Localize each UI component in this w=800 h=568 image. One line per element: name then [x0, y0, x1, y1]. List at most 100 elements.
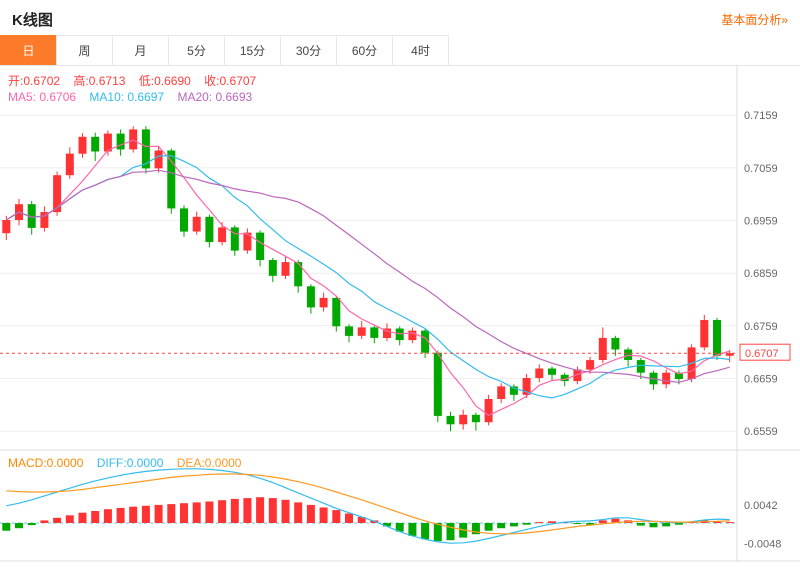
candle-body	[78, 136, 87, 154]
candle-body	[205, 216, 214, 243]
candle-body	[103, 133, 112, 152]
macd-bar	[674, 523, 683, 525]
tab-30min[interactable]: 30分	[280, 35, 337, 65]
candle-body	[725, 353, 734, 356]
macd-bar	[433, 523, 442, 542]
macd-bar	[180, 503, 188, 523]
candle-body	[306, 286, 315, 308]
macd-bar	[383, 523, 391, 527]
candle-body	[484, 399, 493, 423]
macd-bar	[408, 523, 417, 536]
macd-bar	[256, 497, 265, 523]
macd-bar	[522, 523, 531, 525]
candle-body	[167, 150, 176, 209]
candle-body	[522, 378, 531, 395]
fundamental-analysis-link[interactable]: 基本面分析»	[721, 13, 788, 27]
candle-body	[370, 327, 379, 338]
macd-bar	[129, 506, 138, 523]
candle-body	[611, 337, 620, 350]
candle-body	[2, 220, 11, 234]
diff-line	[6, 468, 730, 544]
tab-5min[interactable]: 5分	[168, 35, 225, 65]
macd-bar	[471, 523, 480, 535]
macd-bar	[40, 520, 49, 523]
candle-body	[268, 260, 277, 276]
candle-body	[357, 327, 366, 336]
candle-body	[497, 386, 506, 399]
price-tag	[739, 343, 791, 361]
ma-legend: MA5: 0.6706 MA10: 0.6697 MA20: 0.6693	[8, 90, 262, 104]
macd-bar	[281, 499, 290, 523]
macd-bar	[294, 502, 303, 523]
tab-month[interactable]: 月	[112, 35, 169, 65]
candle-body	[408, 330, 417, 341]
macd-axis-tick: -0.0048	[744, 539, 781, 551]
macd-bar	[91, 511, 100, 523]
candle-body	[446, 415, 455, 425]
candle-body	[192, 216, 201, 232]
candle-body	[319, 297, 328, 308]
y-axis-tick: 0.6659	[744, 374, 778, 386]
candle-body	[624, 349, 633, 360]
macd-bar	[268, 498, 277, 523]
macd-bar	[357, 517, 366, 523]
candle-body	[65, 153, 74, 176]
tab-day[interactable]: 日	[0, 35, 57, 65]
macd-bar	[573, 523, 582, 524]
macd-bar	[192, 502, 201, 523]
macd-bar	[586, 523, 595, 525]
candle-body	[230, 227, 239, 251]
tab-4hour[interactable]: 4时	[392, 35, 449, 65]
chart-area: 0.7159 0.7059 0.6959 0.6859 0.6759 0.6659 0.65…	[0, 66, 800, 566]
ma20-value: MA20: 0.6693	[177, 90, 253, 104]
macd-bar	[649, 523, 658, 528]
macd-bar	[332, 510, 341, 523]
ma5-line	[5, 139, 730, 416]
candle-body	[116, 133, 125, 150]
y-axis-tick: 0.7059	[744, 163, 778, 175]
tab-15min[interactable]: 15分	[224, 35, 281, 65]
candle-body	[636, 360, 645, 373]
candle-body	[27, 204, 36, 228]
macd-bar	[15, 523, 23, 529]
diff-value: DIFF:0.0000	[96, 456, 164, 470]
macd-bar	[205, 501, 214, 523]
candle-body	[40, 212, 49, 228]
macd-bar	[53, 517, 62, 523]
dea-line	[6, 473, 730, 535]
candle-body	[598, 337, 607, 360]
y-axis-tick: 0.6559	[744, 426, 778, 438]
candle-body	[700, 320, 709, 348]
macd-bar	[497, 523, 506, 529]
macd-bar	[167, 504, 176, 523]
tab-60min[interactable]: 60分	[336, 35, 393, 65]
ma10-value: MA10: 0.6697	[89, 90, 165, 104]
ohlc-legend: 开:0.6702 高:0.6713 低:0.6690 收:0.6707	[8, 72, 266, 89]
tab-week[interactable]: 周	[56, 35, 113, 65]
candle-body	[560, 374, 569, 382]
candle-body	[509, 386, 518, 395]
candle-body	[471, 414, 480, 423]
candle-body	[53, 175, 62, 213]
macd-bar	[65, 515, 74, 523]
candle-body	[281, 262, 290, 276]
candle-body	[674, 372, 683, 379]
high-value: 高:0.6713	[73, 74, 126, 88]
candle-body	[91, 136, 100, 152]
close-value: 收:0.6707	[204, 74, 257, 88]
candle-body	[421, 330, 430, 353]
y-axis-tick: 0.6959	[744, 216, 778, 228]
macd-bar	[230, 498, 239, 523]
macd-bar	[725, 522, 734, 524]
dea-value: DEA:0.0000	[176, 456, 242, 470]
macd-bar	[598, 520, 607, 523]
macd-bar	[2, 523, 11, 531]
macd-bar	[484, 523, 493, 531]
header: K线图 基本面分析»	[0, 0, 800, 35]
macd-bar	[395, 523, 404, 532]
candle-body	[433, 352, 442, 416]
candle-body	[345, 326, 353, 336]
macd-bar	[421, 523, 430, 540]
interval-tabs: 日周月 5分 15分 30分 60分 4时	[0, 35, 800, 66]
kline-svg: 0.7159 0.7059 0.6959 0.6859 0.6759 0.6659 0.65…	[0, 66, 800, 562]
